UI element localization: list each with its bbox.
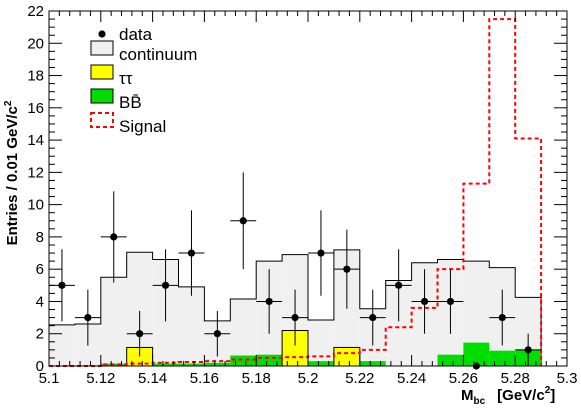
data-point-marker bbox=[524, 346, 532, 354]
data-point-marker bbox=[265, 297, 273, 306]
data-point bbox=[385, 249, 412, 322]
legend-label: BB̄ bbox=[119, 93, 142, 112]
data-point-marker bbox=[187, 249, 196, 257]
legend-swatch bbox=[90, 40, 114, 56]
legend-label: continuum bbox=[119, 45, 197, 64]
x-tick-label: 5.1 bbox=[39, 370, 60, 387]
bb-bin bbox=[437, 354, 464, 366]
y-tick-label: 16 bbox=[27, 100, 44, 117]
y-tick-label: 14 bbox=[27, 132, 44, 149]
data-point bbox=[515, 333, 542, 366]
x-tick-label: 5.22 bbox=[345, 370, 374, 387]
data-point-marker bbox=[136, 330, 144, 338]
legend-entry: Signal bbox=[90, 112, 166, 136]
x-tick-label: 5.2 bbox=[298, 370, 319, 387]
data-point-marker bbox=[420, 297, 429, 306]
y-tick-label: 10 bbox=[27, 197, 44, 214]
bb-bin bbox=[308, 361, 334, 366]
y-axis-title: Entries / 0.01 GeV/c2 bbox=[3, 100, 21, 245]
data-point-marker bbox=[343, 265, 351, 273]
legend-label: ττ bbox=[119, 69, 133, 88]
x-axis-tick-labels: 5.1 5.12 5.14 5.16 5.18 5.2 5.22 5.24 5.26 5.28 5.… bbox=[39, 370, 578, 387]
x-tick-label: 5.16 bbox=[190, 370, 219, 387]
data-point bbox=[100, 191, 127, 283]
data-point bbox=[126, 310, 153, 357]
bb-bin bbox=[230, 355, 257, 366]
x-tick-label: 5.28 bbox=[501, 370, 530, 387]
data-point bbox=[230, 172, 257, 270]
continuum-bin bbox=[178, 286, 205, 366]
legend-entry: continuum bbox=[90, 40, 197, 64]
y-tick-label: 6 bbox=[36, 261, 44, 278]
tautau-bin bbox=[333, 346, 361, 367]
legend-entry: data bbox=[98, 25, 153, 44]
data-point-marker bbox=[58, 281, 66, 289]
x-tick-label: 5.14 bbox=[138, 370, 167, 387]
data-point bbox=[437, 269, 464, 334]
continuum-bin bbox=[100, 277, 127, 366]
data-point-marker bbox=[317, 249, 325, 257]
data-point-marker bbox=[291, 313, 299, 322]
continuum-bin bbox=[308, 320, 334, 366]
legend-entry: BB̄ bbox=[90, 88, 142, 112]
data-point bbox=[282, 289, 308, 346]
legend-swatch bbox=[90, 64, 114, 80]
legend-label: data bbox=[119, 25, 153, 44]
legend-signal-swatch bbox=[90, 112, 114, 128]
data-point bbox=[74, 289, 101, 346]
y-tick-label: 0 bbox=[36, 358, 44, 375]
bb-bin bbox=[489, 350, 516, 366]
data-point-marker bbox=[213, 330, 221, 338]
legend-entry: ττ bbox=[90, 64, 133, 88]
legend-label: Signal bbox=[119, 117, 166, 136]
data-point-marker bbox=[446, 297, 455, 306]
data-point-marker bbox=[110, 233, 118, 241]
x-tick-label: 5.18 bbox=[242, 370, 271, 387]
bb-bin bbox=[359, 361, 386, 366]
x-tick-label: 5.24 bbox=[397, 370, 426, 387]
data-point bbox=[308, 210, 334, 296]
bb-bin bbox=[463, 342, 490, 366]
x-tick-label: 5.26 bbox=[449, 370, 478, 387]
y-tick-label: 2 bbox=[36, 326, 44, 343]
data-point-marker bbox=[84, 313, 92, 322]
data-point bbox=[359, 289, 386, 346]
data-point bbox=[152, 249, 179, 322]
y-tick-label: 4 bbox=[36, 293, 44, 310]
x-axis-ticks bbox=[48, 11, 568, 366]
bb-bin bbox=[178, 363, 205, 366]
data-point-marker bbox=[395, 281, 403, 289]
data-point-marker bbox=[239, 217, 247, 225]
x-tick-label: 5.12 bbox=[86, 370, 115, 387]
y-tick-label: 18 bbox=[27, 68, 44, 85]
data-point bbox=[204, 310, 231, 357]
y-axis-ticks bbox=[49, 10, 567, 367]
data-point bbox=[49, 249, 75, 322]
bb-bin bbox=[256, 354, 283, 366]
data-point bbox=[256, 269, 283, 334]
continuum-bin bbox=[49, 324, 75, 366]
data-point-marker bbox=[498, 313, 506, 322]
continuum-bin bbox=[230, 299, 257, 366]
legend-swatch bbox=[90, 88, 114, 104]
data-point-marker bbox=[161, 281, 170, 289]
data-point bbox=[489, 289, 516, 346]
data-point bbox=[178, 210, 205, 296]
y-axis-tick-labels: 0 2 4 6 8 10 12 14 16 18 20 22 bbox=[27, 3, 44, 375]
y-tick-label: 20 bbox=[27, 35, 44, 52]
bb-bin bbox=[152, 363, 179, 366]
y-tick-label: 8 bbox=[36, 229, 44, 246]
bb-bin bbox=[204, 362, 231, 366]
x-tick-label: 5.3 bbox=[557, 370, 578, 387]
data-point-marker bbox=[369, 313, 377, 322]
x-axis-title: Mbc [GeV/c2] bbox=[461, 385, 555, 407]
legend-data-marker bbox=[98, 30, 106, 38]
y-tick-label: 22 bbox=[27, 3, 44, 20]
data-point bbox=[411, 269, 438, 334]
data-point bbox=[333, 229, 360, 309]
y-tick-label: 12 bbox=[27, 164, 44, 181]
